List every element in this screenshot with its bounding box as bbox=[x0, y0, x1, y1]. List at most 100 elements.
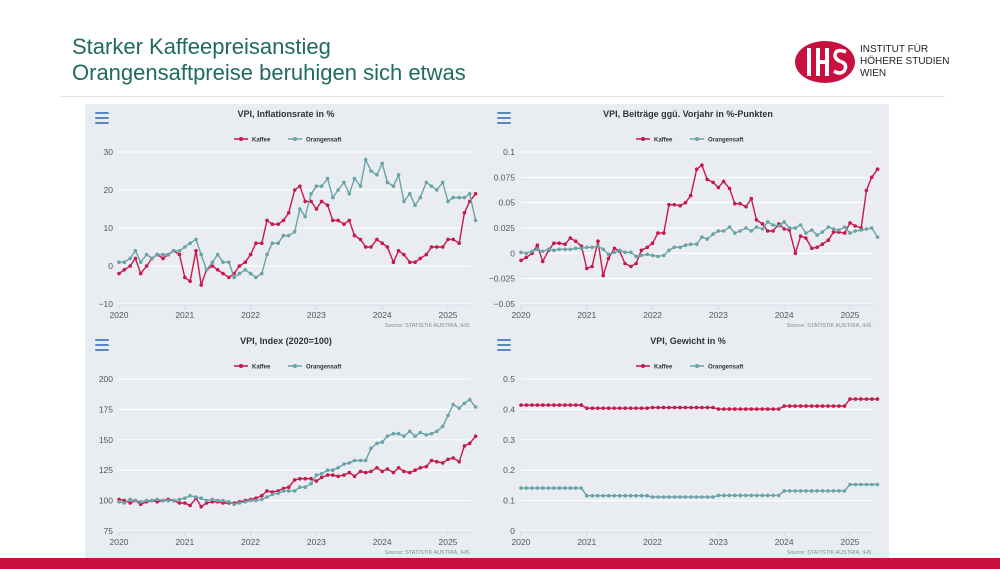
data-point-kaffee[interactable] bbox=[557, 403, 562, 407]
data-point-kaffee[interactable] bbox=[672, 202, 677, 207]
data-point-orangensaft[interactable] bbox=[859, 482, 863, 487]
data-point-kaffee[interactable] bbox=[590, 406, 595, 410]
data-point-kaffee[interactable] bbox=[530, 403, 534, 407]
data-point-kaffee[interactable] bbox=[606, 406, 611, 410]
data-point-kaffee[interactable] bbox=[319, 475, 324, 480]
data-point-kaffee[interactable] bbox=[375, 237, 379, 242]
data-point-kaffee[interactable] bbox=[875, 167, 880, 171]
data-point-orangensaft[interactable] bbox=[248, 498, 253, 503]
data-point-orangensaft[interactable] bbox=[552, 248, 556, 253]
data-point-orangensaft[interactable] bbox=[467, 192, 472, 196]
data-point-orangensaft[interactable] bbox=[204, 498, 209, 503]
data-point-kaffee[interactable] bbox=[639, 406, 644, 410]
data-point-kaffee[interactable] bbox=[385, 245, 390, 249]
data-point-orangensaft[interactable] bbox=[557, 247, 561, 252]
data-point-orangensaft[interactable] bbox=[204, 268, 209, 272]
data-point-kaffee[interactable] bbox=[557, 241, 561, 245]
data-point-orangensaft[interactable] bbox=[617, 248, 622, 253]
data-point-kaffee[interactable] bbox=[524, 403, 529, 407]
data-point-kaffee[interactable] bbox=[413, 468, 417, 472]
data-point-orangensaft[interactable] bbox=[678, 245, 682, 250]
data-point-orangensaft[interactable] bbox=[864, 482, 869, 487]
data-point-kaffee[interactable] bbox=[473, 192, 478, 196]
data-point-orangensaft[interactable] bbox=[314, 473, 319, 477]
data-point-kaffee[interactable] bbox=[292, 188, 297, 192]
data-point-kaffee[interactable] bbox=[831, 230, 836, 234]
data-point-orangensaft[interactable] bbox=[418, 195, 423, 200]
data-point-kaffee[interactable] bbox=[408, 260, 412, 264]
data-point-orangensaft[interactable] bbox=[210, 497, 215, 502]
data-point-orangensaft[interactable] bbox=[391, 431, 396, 436]
data-point-kaffee[interactable] bbox=[248, 252, 253, 257]
chart-menu-icon[interactable] bbox=[95, 339, 109, 351]
data-point-orangensaft[interactable] bbox=[265, 495, 269, 499]
data-point-orangensaft[interactable] bbox=[831, 489, 836, 493]
data-point-orangensaft[interactable] bbox=[875, 482, 880, 487]
data-point-orangensaft[interactable] bbox=[336, 188, 340, 192]
data-point-kaffee[interactable] bbox=[617, 406, 622, 410]
data-point-kaffee[interactable] bbox=[314, 207, 319, 211]
data-point-orangensaft[interactable] bbox=[194, 495, 198, 499]
data-point-kaffee[interactable] bbox=[552, 241, 556, 245]
data-point-orangensaft[interactable] bbox=[221, 498, 225, 503]
data-point-kaffee[interactable] bbox=[639, 248, 644, 253]
data-point-kaffee[interactable] bbox=[815, 404, 819, 408]
data-point-orangensaft[interactable] bbox=[363, 458, 368, 463]
data-point-orangensaft[interactable] bbox=[541, 486, 545, 490]
data-point-orangensaft[interactable] bbox=[462, 401, 467, 406]
legend-item-orangensaft[interactable]: Orangensaft bbox=[690, 137, 743, 144]
data-point-kaffee[interactable] bbox=[363, 245, 368, 249]
data-point-kaffee[interactable] bbox=[429, 458, 434, 463]
data-point-kaffee[interactable] bbox=[396, 466, 401, 470]
data-point-kaffee[interactable] bbox=[199, 504, 203, 509]
data-point-orangensaft[interactable] bbox=[188, 241, 192, 245]
data-point-kaffee[interactable] bbox=[325, 203, 330, 207]
data-point-kaffee[interactable] bbox=[402, 469, 406, 474]
data-point-orangensaft[interactable] bbox=[325, 468, 330, 472]
data-point-orangensaft[interactable] bbox=[352, 458, 357, 463]
data-point-kaffee[interactable] bbox=[286, 485, 291, 489]
data-point-kaffee[interactable] bbox=[749, 407, 754, 411]
data-point-orangensaft[interactable] bbox=[446, 199, 450, 204]
data-point-orangensaft[interactable] bbox=[194, 237, 198, 242]
data-point-orangensaft[interactable] bbox=[535, 247, 540, 252]
data-point-kaffee[interactable] bbox=[612, 406, 616, 410]
data-point-kaffee[interactable] bbox=[645, 406, 649, 410]
data-point-kaffee[interactable] bbox=[826, 238, 831, 242]
data-point-orangensaft[interactable] bbox=[524, 251, 529, 256]
data-point-orangensaft[interactable] bbox=[662, 253, 666, 258]
data-point-kaffee[interactable] bbox=[848, 397, 852, 401]
data-point-orangensaft[interactable] bbox=[138, 500, 143, 504]
data-point-kaffee[interactable] bbox=[292, 478, 297, 482]
data-point-orangensaft[interactable] bbox=[859, 228, 863, 232]
data-point-orangensaft[interactable] bbox=[683, 243, 688, 247]
data-point-kaffee[interactable] bbox=[678, 405, 682, 410]
data-point-orangensaft[interactable] bbox=[232, 502, 236, 506]
data-point-kaffee[interactable] bbox=[738, 407, 743, 411]
data-point-kaffee[interactable] bbox=[694, 167, 699, 171]
data-point-kaffee[interactable] bbox=[573, 239, 578, 243]
data-point-orangensaft[interactable] bbox=[815, 489, 819, 493]
data-point-kaffee[interactable] bbox=[875, 397, 880, 401]
data-point-orangensaft[interactable] bbox=[396, 173, 401, 177]
data-point-orangensaft[interactable] bbox=[128, 256, 132, 261]
data-point-orangensaft[interactable] bbox=[809, 489, 814, 493]
data-point-orangensaft[interactable] bbox=[347, 461, 352, 465]
data-point-kaffee[interactable] bbox=[738, 201, 742, 206]
data-point-orangensaft[interactable] bbox=[694, 242, 699, 246]
data-point-orangensaft[interactable] bbox=[711, 232, 715, 236]
data-point-orangensaft[interactable] bbox=[738, 493, 743, 498]
data-point-kaffee[interactable] bbox=[221, 271, 225, 276]
data-point-kaffee[interactable] bbox=[782, 227, 786, 231]
data-point-kaffee[interactable] bbox=[429, 245, 434, 249]
legend-item-kaffee[interactable]: Kaffee bbox=[636, 137, 673, 144]
data-point-kaffee[interactable] bbox=[314, 479, 319, 483]
data-point-kaffee[interactable] bbox=[128, 264, 132, 268]
data-point-kaffee[interactable] bbox=[831, 404, 836, 408]
data-point-orangensaft[interactable] bbox=[385, 434, 390, 438]
data-point-kaffee[interactable] bbox=[711, 180, 715, 185]
data-point-orangensaft[interactable] bbox=[260, 497, 264, 502]
data-point-orangensaft[interactable] bbox=[150, 498, 154, 503]
data-point-orangensaft[interactable] bbox=[237, 271, 242, 276]
data-point-orangensaft[interactable] bbox=[524, 486, 529, 490]
